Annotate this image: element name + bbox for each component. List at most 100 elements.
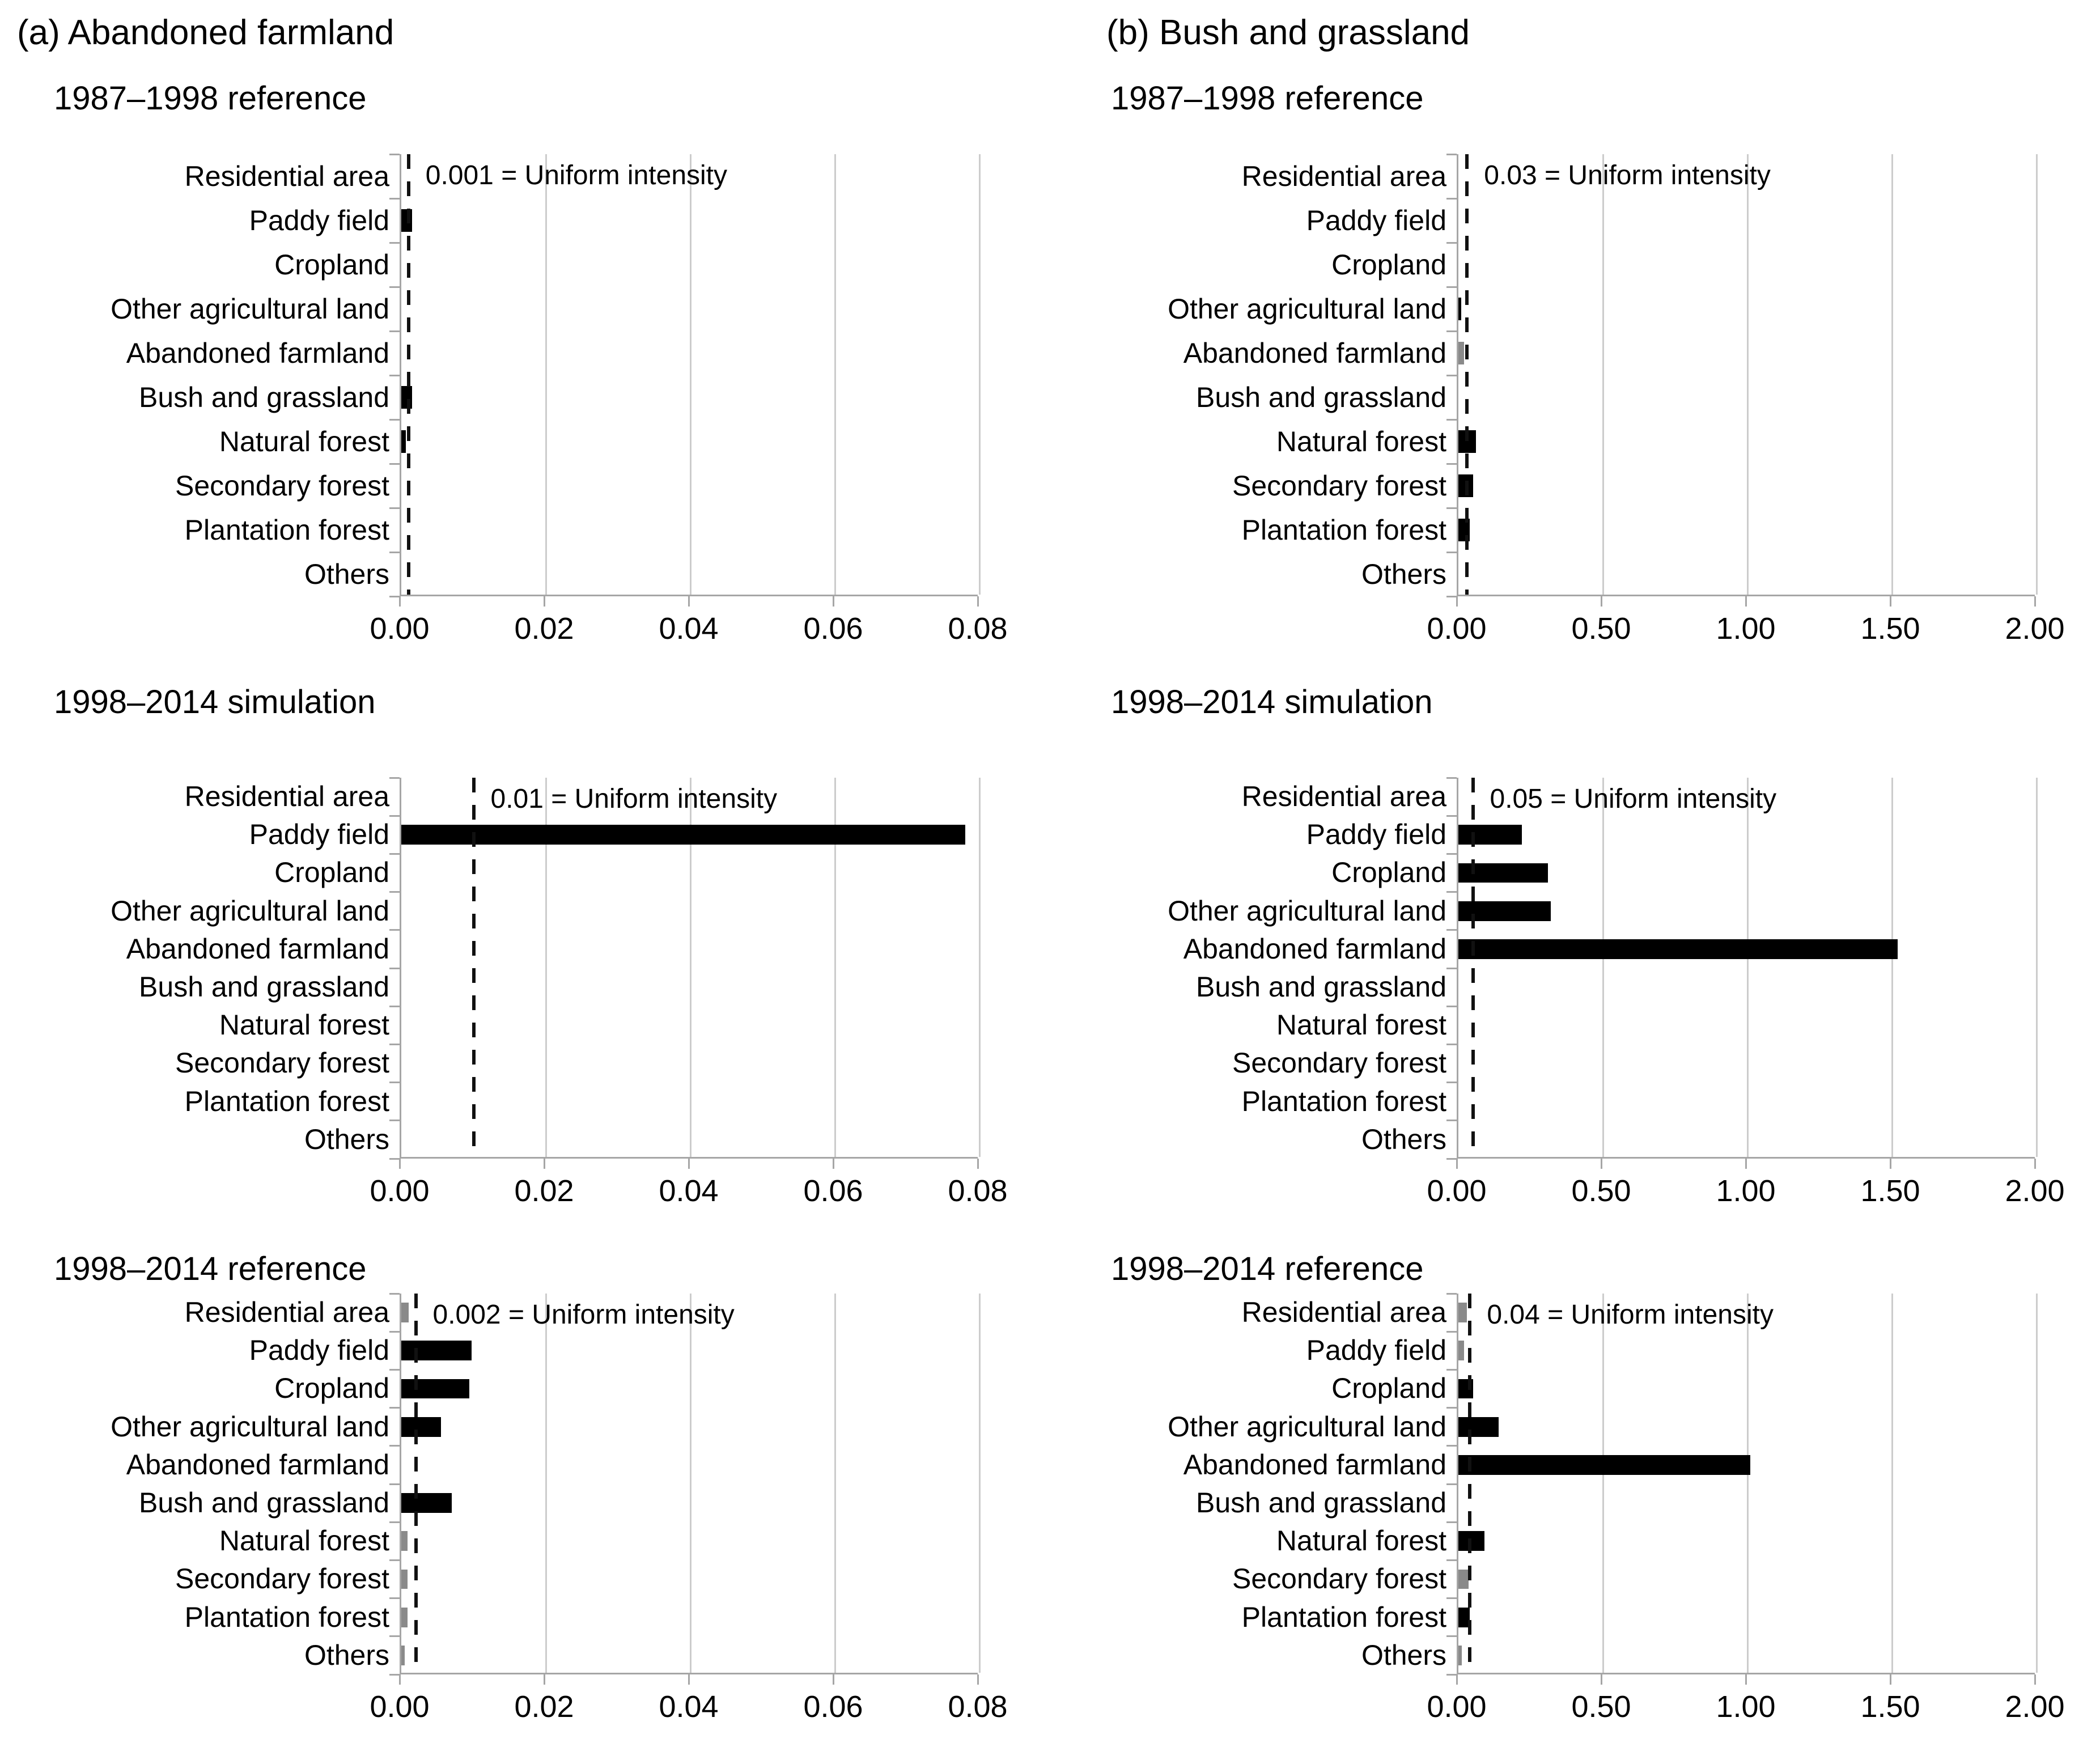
y-axis-tick (1446, 595, 1457, 597)
y-axis-tick (1446, 1368, 1457, 1371)
bar (1458, 1417, 1499, 1437)
x-axis-tick (1456, 1159, 1458, 1169)
gridline (689, 154, 691, 595)
bar (401, 1417, 442, 1437)
category-label: Paddy field (249, 819, 389, 851)
category-label: Plantation forest (184, 514, 389, 546)
category-label: Other agricultural land (111, 894, 389, 927)
gridline (834, 1294, 836, 1673)
category-label: Other agricultural land (1168, 293, 1446, 325)
plot-area: 0.002 = Uniform intensity (400, 1294, 981, 1674)
bar (1458, 297, 1462, 321)
y-axis-tick (389, 286, 400, 288)
x-tick-label: 0.50 (1571, 1690, 1631, 1724)
y-axis-tick (389, 463, 400, 465)
x-tick-label: 0.06 (803, 1690, 863, 1724)
y-axis-tick (389, 1559, 400, 1561)
category-label: Natural forest (219, 1009, 389, 1041)
category-label: Other agricultural land (111, 1410, 389, 1443)
x-axis-tick (398, 1674, 401, 1685)
uniform-intensity-annotation: 0.01 = Uniform intensity (490, 784, 778, 814)
x-tick-label: 1.50 (1860, 1690, 1920, 1724)
plot-area: 0.03 = Uniform intensity (1457, 154, 2038, 596)
x-axis-tick (977, 596, 979, 607)
gridline (689, 1294, 691, 1673)
category-label: Bush and grassland (139, 971, 389, 1003)
uniform-intensity-annotation: 0.04 = Uniform intensity (1487, 1300, 1774, 1330)
y-axis-tick (1446, 1082, 1457, 1084)
x-axis-tick (832, 1159, 834, 1169)
gridline (1602, 1294, 1604, 1673)
x-axis-tick (1456, 1674, 1458, 1685)
y-axis-tick (1446, 815, 1457, 817)
bar (1458, 1607, 1470, 1627)
y-axis-tick (389, 1673, 400, 1676)
category-label: Bush and grassland (1196, 1487, 1446, 1519)
category-label: Others (1361, 558, 1446, 590)
x-tick-label: 0.08 (948, 1174, 1008, 1208)
y-axis-tick (1446, 418, 1457, 421)
y-axis-tick (1446, 777, 1457, 779)
y-axis-tick (1446, 1483, 1457, 1485)
category-label: Secondary forest (175, 470, 389, 502)
bar (1458, 1645, 1462, 1665)
category-label: Paddy field (249, 1334, 389, 1367)
y-axis-tick (1446, 1597, 1457, 1600)
x-axis-tick (543, 596, 545, 607)
bar (1458, 1303, 1467, 1323)
gridline (1891, 778, 1893, 1157)
y-axis-tick (1446, 1330, 1457, 1333)
x-tick-label: 2.00 (2005, 612, 2065, 646)
category-label: Natural forest (1276, 426, 1446, 457)
category-label: Cropland (274, 856, 389, 889)
y-axis-tick (389, 1368, 400, 1371)
bar (1458, 939, 1898, 959)
category-label: Other agricultural land (1168, 1410, 1446, 1443)
y-axis-tick (1446, 967, 1457, 969)
gridline (978, 154, 981, 595)
chart-subtitle: 1998–2014 simulation (1111, 684, 1433, 720)
x-axis-tick (398, 596, 401, 607)
y-axis-tick (389, 1597, 400, 1600)
gridline (978, 778, 981, 1157)
y-axis-tick (1446, 1043, 1457, 1045)
x-tick-label: 0.50 (1571, 1174, 1631, 1208)
gridline (545, 1294, 547, 1673)
category-label: Secondary forest (175, 1563, 389, 1595)
bar (401, 1379, 469, 1399)
y-axis-tick (389, 1043, 400, 1045)
category-label: Residential area (184, 1296, 389, 1328)
y-axis-tick (389, 967, 400, 969)
x-tick-label: 0.02 (514, 612, 574, 646)
category-label: Natural forest (1276, 1525, 1446, 1557)
y-axis-tick (1446, 1292, 1457, 1295)
bar (401, 1341, 472, 1361)
bar (401, 1645, 405, 1665)
y-axis-tick (1446, 286, 1457, 288)
uniform-intensity-line (1471, 778, 1475, 1157)
x-tick-label: 1.50 (1860, 1174, 1920, 1208)
y-axis-tick (389, 1005, 400, 1007)
y-axis-tick (389, 777, 400, 779)
bar (1458, 1455, 1751, 1475)
category-label: Residential area (184, 160, 389, 192)
x-tick-label: 0.04 (659, 1690, 719, 1724)
x-axis-tick (2034, 596, 2036, 607)
category-label: Others (304, 1123, 389, 1155)
y-axis-tick (389, 595, 400, 597)
uniform-intensity-line (1468, 1294, 1472, 1673)
bar (401, 1607, 408, 1627)
category-label: Bush and grassland (1196, 381, 1446, 413)
category-label: Cropland (274, 249, 389, 281)
category-label: Others (304, 558, 389, 590)
y-axis-tick (1446, 330, 1457, 332)
category-label: Plantation forest (184, 1601, 389, 1633)
x-tick-label: 0.00 (370, 1690, 430, 1724)
category-label: Residential area (1241, 160, 1446, 192)
y-axis-tick (1446, 1157, 1457, 1160)
x-tick-label: 0.00 (1427, 1174, 1487, 1208)
y-axis-tick (1446, 929, 1457, 931)
category-label: Paddy field (1306, 205, 1446, 236)
x-tick-label: 0.00 (1427, 612, 1487, 646)
category-label: Other agricultural land (111, 293, 389, 325)
